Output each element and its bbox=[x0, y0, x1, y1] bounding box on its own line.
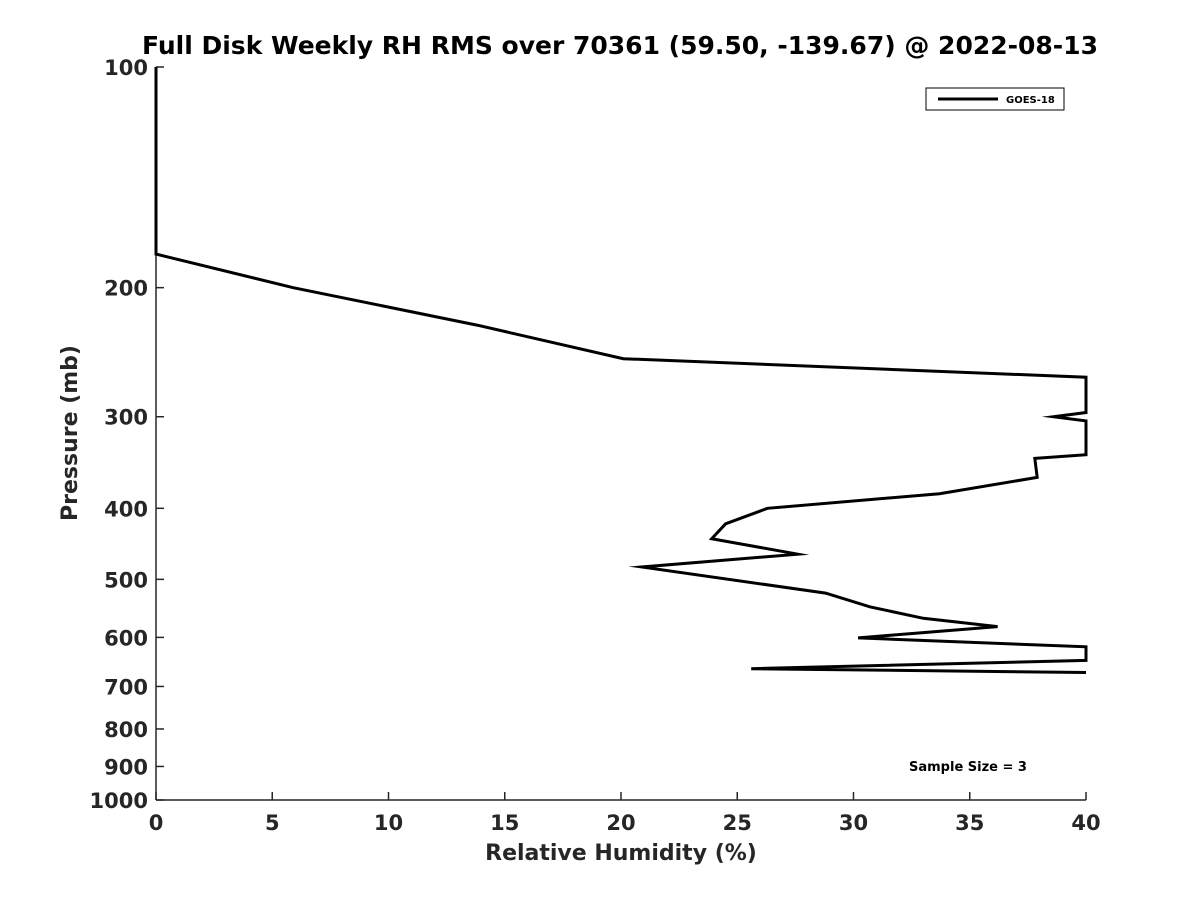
x-tick-label: 5 bbox=[265, 811, 280, 835]
x-tick-label: 0 bbox=[149, 811, 164, 835]
y-tick-label: 400 bbox=[104, 497, 148, 521]
x-tick-label: 25 bbox=[723, 811, 752, 835]
y-tick-label: 200 bbox=[104, 277, 148, 301]
x-axis-label: Relative Humidity (%) bbox=[485, 841, 757, 866]
y-ticks: 100 200 300 400 500 600 700 800 900 1000 bbox=[90, 56, 164, 813]
sample-size-annotation: Sample Size = 3 bbox=[909, 760, 1027, 775]
x-tick-label: 15 bbox=[490, 811, 519, 835]
y-tick-label: 900 bbox=[104, 755, 148, 779]
x-tick-label: 35 bbox=[955, 811, 984, 835]
y-tick-label: 700 bbox=[104, 675, 148, 699]
chart-title: Full Disk Weekly RH RMS over 70361 (59.5… bbox=[142, 31, 1098, 60]
series-line-goes-18 bbox=[154, 67, 1088, 674]
x-tick-label: 20 bbox=[606, 811, 635, 835]
y-tick-label: 500 bbox=[104, 568, 148, 592]
x-ticks: 0 5 10 15 20 25 30 35 40 bbox=[149, 792, 1101, 835]
x-tick-label: 40 bbox=[1071, 811, 1100, 835]
x-tick-label: 30 bbox=[839, 811, 868, 835]
y-tick-label: 600 bbox=[104, 626, 148, 650]
y-tick-label: 1000 bbox=[90, 789, 148, 813]
series-layer bbox=[154, 67, 1088, 674]
legend-label-goes-18: GOES-18 bbox=[1006, 95, 1055, 106]
legend: GOES-18 bbox=[925, 87, 1065, 111]
axes bbox=[155, 67, 1086, 801]
y-tick-label: 100 bbox=[104, 56, 148, 80]
y-axis-label: Pressure (mb) bbox=[58, 345, 83, 521]
y-tick-label: 300 bbox=[104, 406, 148, 430]
x-tick-label: 10 bbox=[374, 811, 403, 835]
y-tick-label: 800 bbox=[104, 718, 148, 742]
